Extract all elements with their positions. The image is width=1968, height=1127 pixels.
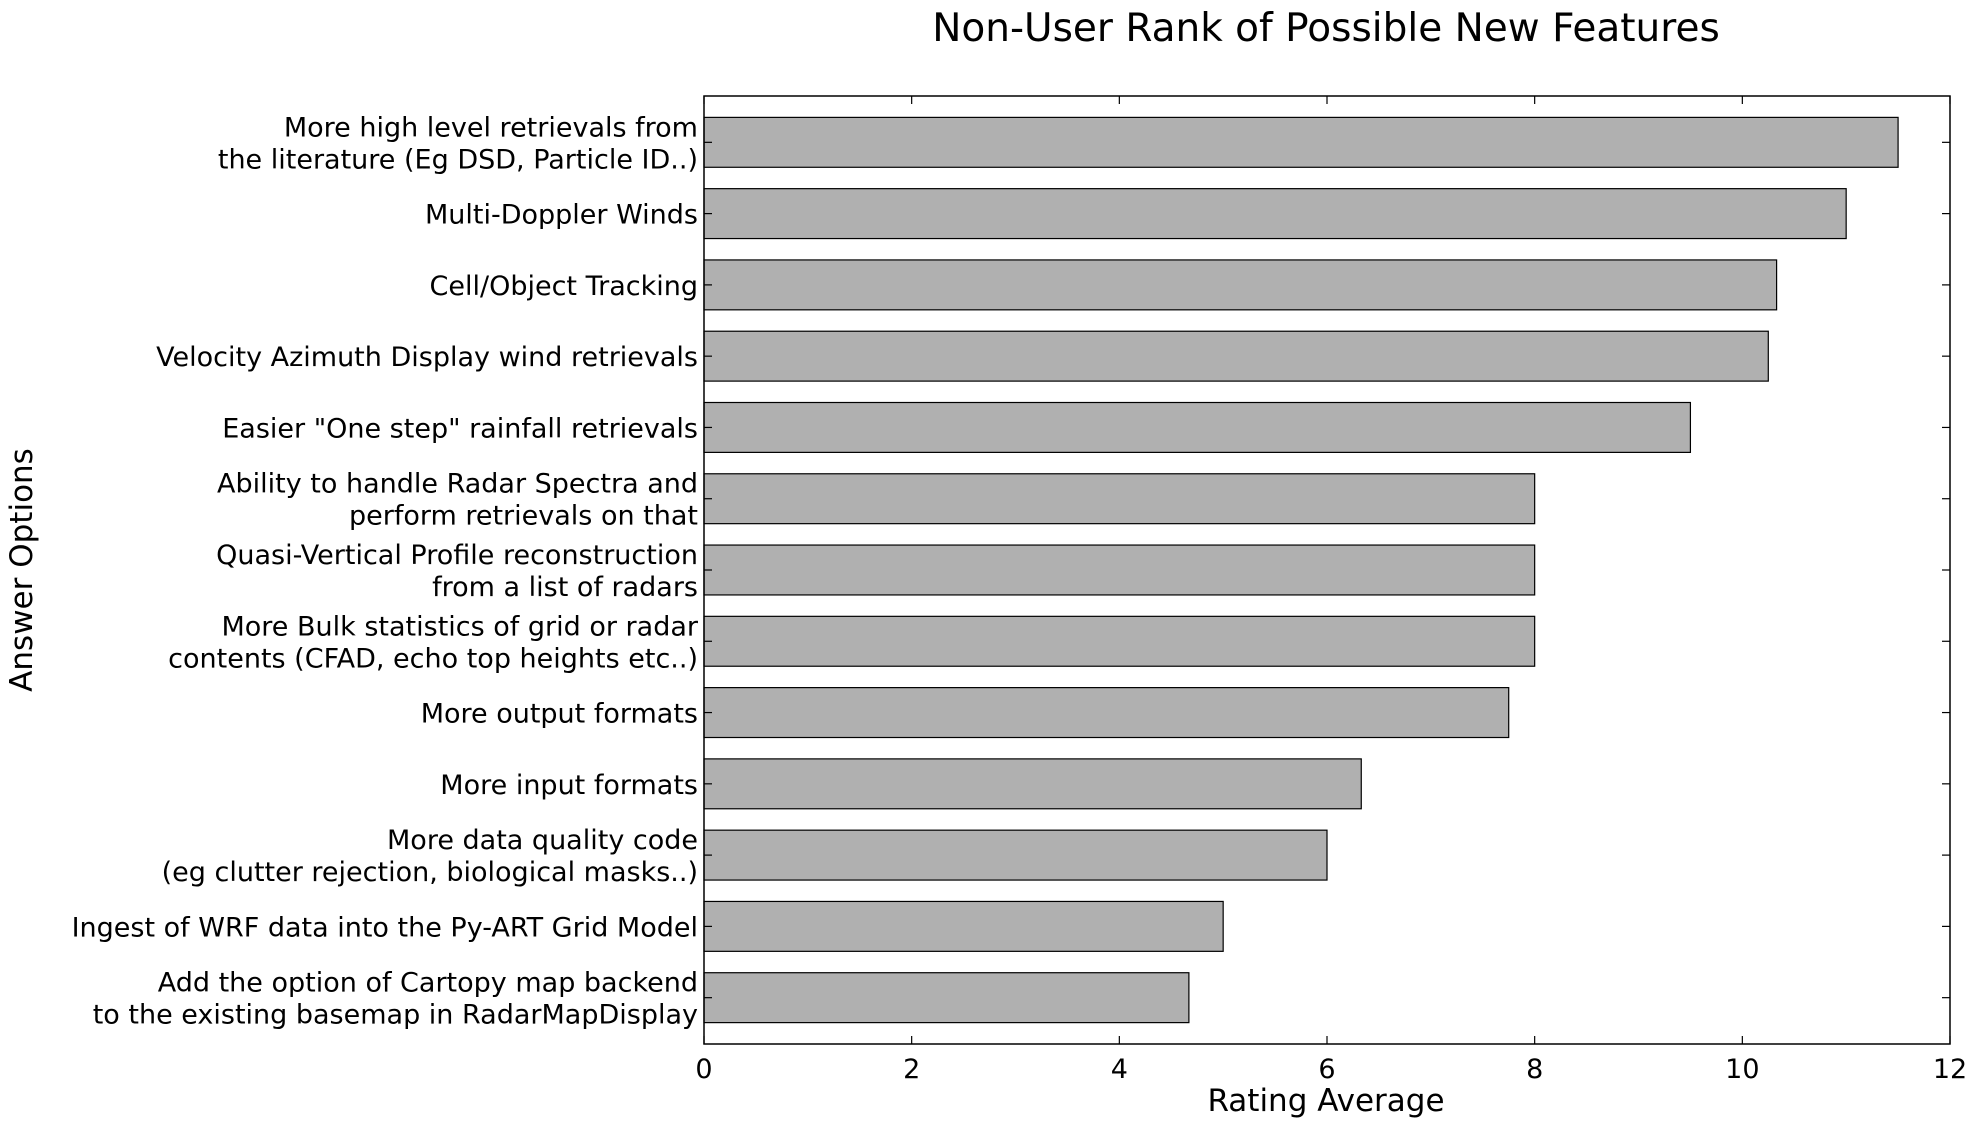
x-tick-label: 4: [1111, 1054, 1128, 1085]
category-label-line: Velocity Azimuth Display wind retrievals: [156, 342, 698, 373]
category-label: More input formats: [440, 770, 698, 801]
category-label: Multi-Doppler Winds: [425, 200, 698, 231]
x-tick-label: 10: [1725, 1054, 1759, 1085]
category-labels: More high level retrievals from the liter…: [72, 112, 699, 1030]
category-label: Cell/Object Tracking: [430, 271, 698, 302]
category-label: Quasi-Vertical Profile reconstruction fro…: [216, 540, 698, 603]
category-label-line: Multi-Doppler Winds: [425, 200, 698, 231]
bar: [703, 188, 1847, 240]
category-label-line: Add the option of Cartopy map backend: [158, 968, 698, 999]
category-label: More Bulk statistics of grid or radar con…: [168, 611, 699, 674]
bar: [703, 116, 1899, 168]
x-tick-label: 6: [1318, 1054, 1335, 1085]
bar: [703, 259, 1778, 311]
category-label-line: to the existing basemap in RadarMapDispl…: [93, 1000, 698, 1031]
bar: [703, 829, 1328, 881]
bar: [703, 330, 1769, 382]
category-label: More output formats: [421, 699, 698, 730]
bar: [703, 900, 1224, 952]
bars-layer: [703, 116, 1899, 1024]
ticks-layer: 0 2 4 6 8 10 12: [695, 96, 1967, 1085]
bar: [703, 615, 1536, 667]
category-label-line: Ingest of WRF data into the Py-ART Grid …: [72, 912, 698, 943]
bar: [703, 473, 1536, 525]
category-label: Ingest of WRF data into the Py-ART Grid …: [72, 912, 698, 943]
y-axis-label: Answer Options: [4, 448, 40, 692]
category-label-line: More high level retrievals from: [284, 112, 698, 143]
chart-title: Non-User Rank of Possible New Features: [932, 6, 1720, 51]
category-label-line: More Bulk statistics of grid or radar: [221, 611, 698, 642]
bar: [703, 758, 1362, 810]
category-label: Add the option of Cartopy map backend to …: [93, 968, 698, 1031]
category-label-line: Easier "One step" rainfall retrievals: [222, 413, 698, 444]
category-label-line: More output formats: [421, 699, 698, 730]
category-label-line: Quasi-Vertical Profile reconstruction: [216, 540, 698, 571]
x-axis-label: Rating Average: [1207, 1083, 1444, 1119]
x-tick-label: 12: [1933, 1054, 1967, 1085]
x-tick-label: 0: [695, 1054, 712, 1085]
plot-area-frame: [703, 95, 1951, 1045]
category-label-line: perform retrievals on that: [349, 501, 698, 532]
x-tick-label: 8: [1526, 1054, 1543, 1085]
category-label-line: More input formats: [440, 770, 698, 801]
category-label: More high level retrievals from the liter…: [218, 112, 698, 175]
category-label-line: from a list of radars: [432, 572, 698, 603]
x-tick-label: 2: [903, 1054, 920, 1085]
bar: [703, 687, 1510, 739]
category-label: Easier "One step" rainfall retrievals: [222, 413, 698, 444]
bar: [703, 401, 1692, 453]
category-label-line: More data quality code: [387, 825, 698, 856]
category-label: Ability to handle Radar Spectra and perfo…: [217, 469, 698, 532]
category-label-line: contents (CFAD, echo top heights etc..): [168, 643, 698, 674]
category-label: Velocity Azimuth Display wind retrievals: [156, 342, 698, 373]
bar: [703, 544, 1536, 596]
category-label: More data quality code (eg clutter reject…: [162, 825, 698, 888]
category-label-line: the literature (Eg DSD, Particle ID..): [218, 144, 698, 175]
category-label-line: Ability to handle Radar Spectra and: [217, 469, 698, 500]
category-label-line: (eg clutter rejection, biological masks.…: [162, 857, 698, 888]
bar: [703, 972, 1190, 1024]
category-label-line: Cell/Object Tracking: [430, 271, 698, 302]
